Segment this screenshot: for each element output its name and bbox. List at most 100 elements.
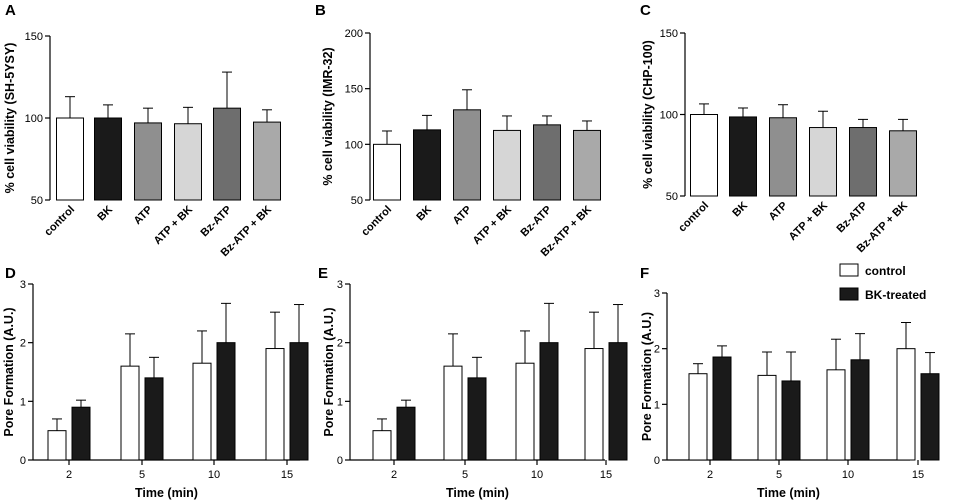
bar-D-bk-treated — [289, 342, 309, 461]
bar-E-bk-treated — [396, 406, 416, 461]
y-tick-label: 0 — [20, 455, 26, 467]
x-category-label: Bz-ATP — [519, 204, 555, 240]
bar-D-control — [192, 362, 212, 461]
y-axis-title: % cell viability (SH-5YSY) — [3, 43, 17, 194]
bar-B — [413, 129, 441, 201]
x-tick-label: 2 — [66, 469, 72, 481]
x-tick-label: 10 — [208, 469, 220, 481]
x-tick-label: 5 — [462, 469, 468, 481]
x-category-label: BK — [414, 204, 434, 224]
x-category-label: Bz-ATP — [835, 200, 871, 236]
bar-B — [453, 109, 481, 201]
legend-label: BK-treated — [865, 288, 926, 302]
bar-E-control — [584, 348, 604, 461]
y-tick-label: 50 — [31, 195, 43, 207]
bar-F-bk-treated — [920, 373, 940, 461]
x-tick-label: 15 — [600, 469, 612, 481]
bar-A — [213, 107, 241, 201]
y-tick-label: 0 — [337, 455, 343, 467]
bar-B — [373, 143, 401, 201]
bar-F-control — [688, 373, 708, 461]
x-category-label: control — [42, 204, 77, 239]
bar-A — [56, 117, 84, 201]
y-tick-label: 1 — [654, 399, 660, 411]
x-tick-label: 15 — [281, 469, 293, 481]
y-tick-label: 100 — [345, 139, 363, 151]
y-tick-label: 150 — [25, 31, 43, 43]
x-category-label: BK — [95, 204, 115, 224]
x-category-label: control — [359, 204, 394, 239]
y-axis-title: Pore Formation (A.U.) — [322, 307, 336, 436]
x-tick-label: 5 — [776, 469, 782, 481]
y-axis-title: % cell viability (IMR-32) — [321, 47, 335, 185]
bar-F-bk-treated — [850, 359, 870, 461]
x-category-label: control — [676, 200, 711, 235]
y-tick-label: 3 — [654, 288, 660, 300]
x-category-label: ATP — [132, 204, 155, 227]
x-tick-label: 15 — [912, 469, 924, 481]
panel-letter-F: F — [640, 265, 649, 282]
x-category-label: ATP — [451, 204, 474, 227]
y-tick-label: 100 — [660, 110, 678, 122]
y-axis-title: Pore Formation (A.U.) — [2, 307, 16, 436]
bar-D-bk-treated — [216, 342, 236, 461]
bar-D-bk-treated — [144, 377, 164, 461]
y-tick-label: 2 — [20, 338, 26, 350]
bar-E-bk-treated — [608, 342, 628, 461]
x-category-label: ATP + BK — [787, 200, 830, 243]
x-tick-label: 5 — [139, 469, 145, 481]
y-tick-label: 100 — [25, 113, 43, 125]
x-category-label: ATP + BK — [471, 204, 514, 247]
bar-E-bk-treated — [539, 342, 559, 461]
x-axis-title: Time (min) — [757, 486, 820, 500]
bar-E-control — [515, 362, 535, 461]
bar-E-control — [443, 365, 463, 461]
x-tick-label: 2 — [707, 469, 713, 481]
bar-C — [729, 116, 757, 197]
y-tick-label: 1 — [337, 396, 343, 408]
bar-C — [849, 127, 877, 197]
y-tick-label: 150 — [660, 28, 678, 40]
y-tick-label: 50 — [666, 191, 678, 203]
bar-A — [174, 123, 202, 201]
y-tick-label: 1 — [20, 396, 26, 408]
bar-F-control — [896, 348, 916, 461]
x-category-label: ATP + BK — [152, 204, 195, 247]
bar-F-control — [757, 374, 777, 461]
x-category-label: BK — [730, 200, 750, 220]
bar-E-control — [372, 430, 392, 461]
bar-A — [134, 122, 162, 201]
y-tick-label: 3 — [20, 279, 26, 291]
x-category-label: Bz-ATP — [199, 204, 235, 240]
x-axis-title: Time (min) — [446, 486, 509, 500]
bar-D-control — [47, 430, 67, 461]
y-tick-label: 3 — [337, 279, 343, 291]
bar-C — [769, 117, 797, 197]
legend-label: control — [865, 264, 906, 278]
x-tick-label: 10 — [842, 469, 854, 481]
bar-F-control — [826, 369, 846, 461]
bar-A — [94, 117, 122, 201]
y-tick-label: 0 — [654, 455, 660, 467]
x-axis-title: Time (min) — [135, 486, 198, 500]
y-axis-title: % cell viability (CHP-100) — [641, 40, 655, 189]
x-tick-label: 2 — [391, 469, 397, 481]
bar-B — [573, 129, 601, 201]
bar-F-bk-treated — [781, 380, 801, 461]
x-category-label: ATP — [767, 200, 790, 223]
panel-letter-D: D — [5, 265, 16, 282]
bar-B — [493, 129, 521, 201]
panel-letter-A: A — [5, 2, 16, 19]
y-tick-label: 200 — [345, 28, 363, 40]
panel-letter-C: C — [640, 2, 651, 19]
panel-letter-B: B — [315, 2, 326, 19]
bar-C — [889, 130, 917, 197]
bar-C — [690, 114, 718, 197]
y-tick-label: 50 — [351, 195, 363, 207]
bar-E-bk-treated — [467, 377, 487, 461]
y-tick-label: 150 — [345, 84, 363, 96]
legend-swatch-bk-treated — [839, 287, 859, 301]
bar-C — [809, 127, 837, 197]
y-tick-label: 2 — [654, 344, 660, 356]
